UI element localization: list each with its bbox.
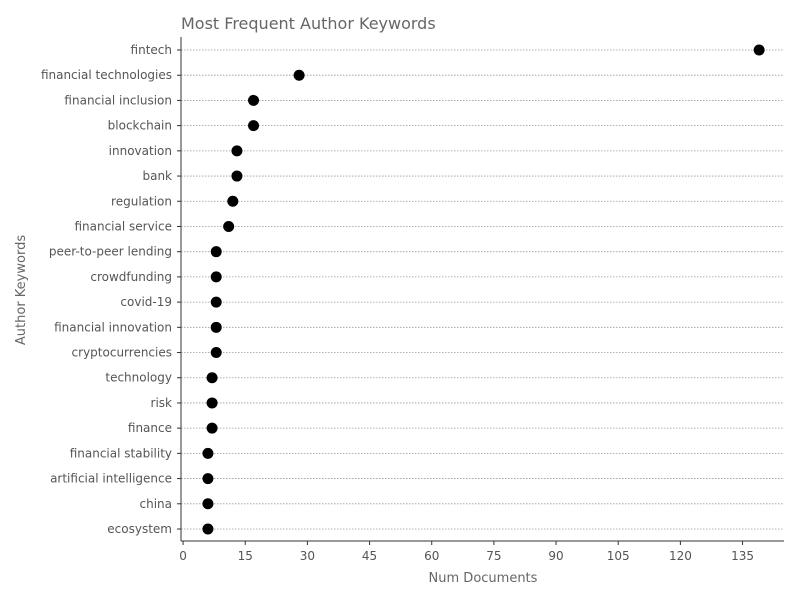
y-tick-label: financial technologies	[41, 68, 172, 82]
x-tick-label: 75	[486, 549, 501, 563]
y-tick-label: financial service	[74, 219, 172, 233]
y-tick-label: financial stability	[70, 446, 172, 460]
data-point	[231, 170, 243, 182]
y-tick-label: china	[140, 497, 173, 511]
y-tick-label: innovation	[109, 144, 172, 158]
data-point	[202, 447, 214, 459]
x-tick-label: 135	[731, 549, 754, 563]
x-tick-labels: 0 15 30 45 60 75 90 105 120 135	[179, 541, 754, 563]
data-point	[206, 422, 218, 434]
data-points	[202, 44, 765, 535]
y-tick-label: artificial intelligence	[50, 472, 172, 486]
y-tick-label: covid-19	[120, 295, 172, 309]
y-tick-label: cryptocurrencies	[72, 346, 172, 360]
data-point	[210, 246, 222, 258]
x-tick-label: 90	[548, 549, 563, 563]
y-tick-label: crowdfunding	[90, 270, 172, 284]
x-tick-label: 0	[179, 549, 187, 563]
x-tick-label: 30	[300, 549, 315, 563]
y-tick-label: bank	[142, 169, 172, 183]
y-tick-label: financial innovation	[54, 320, 172, 334]
data-point	[206, 372, 218, 384]
y-tick-label: technology	[105, 371, 172, 385]
data-point	[248, 94, 260, 106]
y-tick-label: risk	[151, 396, 173, 410]
y-tick-label: ecosystem	[107, 522, 172, 536]
y-tick-label: blockchain	[108, 119, 172, 133]
x-axis-label: Num Documents	[429, 571, 538, 586]
data-point	[293, 69, 305, 81]
data-point	[753, 44, 765, 56]
x-tick-label: 15	[238, 549, 253, 563]
data-point	[231, 145, 243, 157]
y-axis-label: Author Keywords	[14, 235, 29, 345]
y-tick-labels: fintech financial technologies financial i…	[41, 43, 181, 536]
data-point	[202, 498, 214, 510]
data-point	[223, 220, 235, 232]
data-point	[210, 296, 222, 308]
grid-lines	[181, 49, 784, 530]
data-point	[202, 473, 214, 485]
y-tick-label: regulation	[111, 194, 172, 208]
x-tick-label: 120	[669, 549, 692, 563]
y-tick-label: finance	[128, 421, 172, 435]
y-tick-label: peer-to-peer lending	[49, 245, 172, 259]
data-point	[206, 397, 218, 409]
chart-title: Most Frequent Author Keywords	[181, 14, 436, 33]
data-point	[210, 271, 222, 283]
x-tick-label: 60	[424, 549, 439, 563]
data-point	[202, 523, 214, 535]
x-tick-label: 45	[362, 549, 377, 563]
data-point	[227, 195, 239, 207]
data-point	[210, 347, 222, 359]
y-tick-label: financial inclusion	[64, 93, 172, 107]
y-tick-label: fintech	[131, 43, 172, 57]
x-tick-label: 105	[607, 549, 630, 563]
data-point	[248, 120, 260, 132]
data-point	[210, 321, 222, 333]
